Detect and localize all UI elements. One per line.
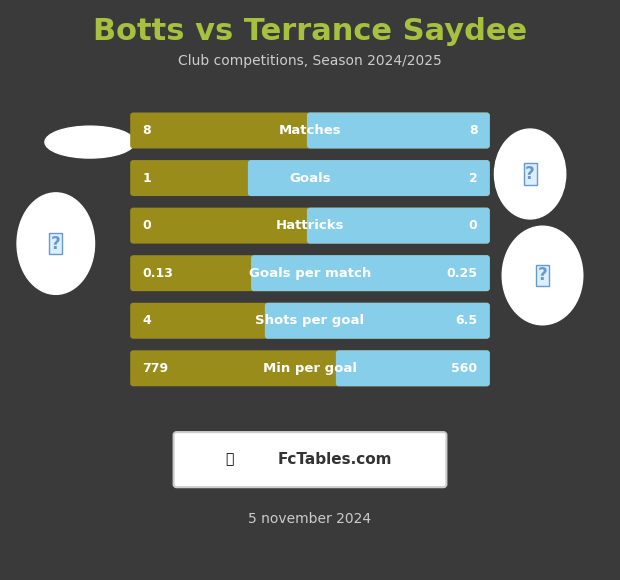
FancyBboxPatch shape — [130, 160, 490, 196]
Text: 0: 0 — [143, 219, 151, 232]
Text: 0: 0 — [469, 219, 477, 232]
Text: ?: ? — [525, 165, 535, 183]
Text: 8: 8 — [469, 124, 477, 137]
Ellipse shape — [17, 193, 95, 295]
Text: 1: 1 — [143, 172, 151, 184]
Text: 0.13: 0.13 — [143, 267, 174, 280]
Text: Shots per goal: Shots per goal — [255, 314, 365, 327]
Text: Botts vs Terrance Saydee: Botts vs Terrance Saydee — [93, 17, 527, 46]
FancyBboxPatch shape — [130, 113, 490, 148]
Text: 560: 560 — [451, 362, 477, 375]
FancyBboxPatch shape — [307, 113, 490, 148]
FancyBboxPatch shape — [248, 160, 490, 196]
Text: 779: 779 — [143, 362, 169, 375]
Text: Goals per match: Goals per match — [249, 267, 371, 280]
FancyBboxPatch shape — [130, 303, 490, 339]
Text: 📊: 📊 — [225, 452, 234, 466]
Text: 4: 4 — [143, 314, 151, 327]
Text: ?: ? — [538, 266, 547, 285]
FancyBboxPatch shape — [251, 255, 490, 291]
Text: Matches: Matches — [278, 124, 342, 137]
FancyBboxPatch shape — [336, 350, 490, 386]
FancyBboxPatch shape — [174, 432, 446, 487]
FancyBboxPatch shape — [307, 208, 490, 244]
FancyBboxPatch shape — [130, 208, 490, 244]
Text: ?: ? — [51, 234, 61, 253]
Text: FcTables.com: FcTables.com — [278, 452, 392, 467]
Ellipse shape — [45, 126, 135, 158]
Text: 0.25: 0.25 — [446, 267, 477, 280]
FancyBboxPatch shape — [265, 303, 490, 339]
Text: Goals: Goals — [289, 172, 331, 184]
Text: Min per goal: Min per goal — [263, 362, 357, 375]
Text: Hattricks: Hattricks — [276, 219, 344, 232]
FancyBboxPatch shape — [130, 350, 490, 386]
Text: 5 november 2024: 5 november 2024 — [249, 512, 371, 526]
Text: 2: 2 — [469, 172, 477, 184]
FancyBboxPatch shape — [130, 255, 490, 291]
Text: 6.5: 6.5 — [455, 314, 477, 327]
Ellipse shape — [495, 129, 565, 219]
Text: 8: 8 — [143, 124, 151, 137]
Ellipse shape — [502, 226, 583, 325]
Text: Club competitions, Season 2024/2025: Club competitions, Season 2024/2025 — [178, 54, 442, 68]
